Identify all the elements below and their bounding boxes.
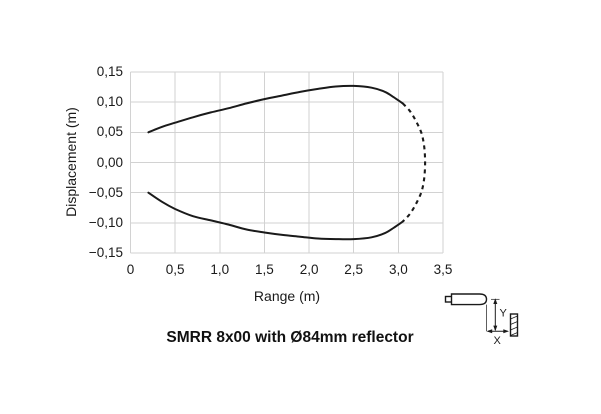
y-tick-label: −0,15 [88, 245, 123, 260]
y-dimension-label: Y [500, 308, 508, 320]
curve-lower-boundary [147, 191, 404, 241]
arrow-right-icon [503, 329, 509, 334]
x-tick-label: 3,0 [389, 262, 408, 277]
arrow-left-icon [486, 329, 493, 334]
x-tick-label: 0,5 [165, 262, 185, 277]
x-tick-label: 0 [126, 262, 135, 277]
sensor-body-icon [450, 293, 488, 306]
arrow-down-icon [493, 325, 498, 332]
hatch-line [510, 332, 518, 336]
hatch-line [510, 321, 518, 325]
x-tick-label: 2,0 [299, 262, 319, 277]
y-tick-label: 0,00 [96, 154, 123, 170]
chart-caption: SMRR 8x00 with Ø84mm reflector [166, 329, 414, 346]
x-dimension-label: X [494, 335, 502, 347]
curve-series [147, 84, 427, 241]
y-axis-title: Displacement (m) [63, 107, 79, 217]
x-tick-label: 1,5 [255, 262, 274, 277]
arrow-up-icon [493, 298, 498, 304]
curve-upper-boundary [147, 84, 404, 134]
x-tick-label: 1,0 [210, 262, 230, 277]
curve-max-range-arc [402, 102, 427, 223]
gridlines [130, 71, 444, 254]
x-tick-label: 3,5 [433, 262, 453, 277]
y-tick-label: 0,05 [96, 124, 123, 140]
reflector-icon [509, 313, 519, 337]
y-tick-label: 0,15 [96, 64, 123, 79]
hatch-line [510, 326, 518, 331]
sensor-reflector-diagram-icon: Y X [444, 293, 519, 347]
hatch-line [510, 315, 518, 320]
y-tick-label: 0,10 [96, 94, 123, 110]
x-axis-title: Range (m) [253, 288, 321, 304]
y-tick-label: −0,05 [88, 184, 123, 200]
y-tick-label: −0,10 [88, 214, 123, 230]
x-tick-label: 2,5 [344, 262, 364, 277]
